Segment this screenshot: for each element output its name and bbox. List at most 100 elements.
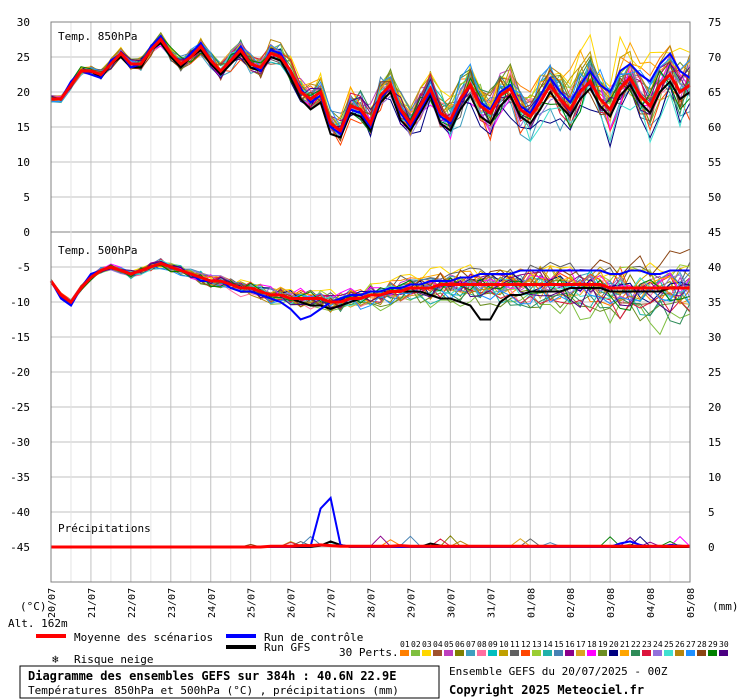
y-tick-left: 25 [17, 51, 30, 64]
y-tick-right: 35 [708, 296, 721, 309]
y-tick-right: 10 [708, 471, 721, 484]
perturbation-number-19: 19 [598, 640, 608, 649]
perturbation-number-03: 03 [422, 640, 432, 649]
perturbation-line-16 [50, 260, 691, 304]
perturbation-number-22: 22 [631, 640, 641, 649]
x-tick-label: 27/07 [327, 588, 338, 618]
perturbation-number-06: 06 [455, 640, 465, 649]
perturbation-swatch-23 [642, 650, 651, 656]
perturbation-number-08: 08 [477, 640, 487, 649]
perturbation-number-05: 05 [444, 640, 454, 649]
grid [50, 21, 691, 582]
perturbation-swatch-14 [543, 650, 552, 656]
gfs-line-0 [51, 41, 691, 139]
x-tick-label: 04/08 [646, 588, 657, 618]
perturbation-swatch-12 [521, 650, 530, 656]
x-tick-label: 05/08 [686, 588, 697, 618]
x-tick-label: 31/07 [486, 588, 497, 618]
perturbation-number-25: 25 [664, 640, 674, 649]
perturbation-swatch-09 [488, 650, 497, 656]
x-tick-label: 26/07 [287, 588, 298, 618]
copyright-label: Copyright 2025 Meteociel.fr [449, 683, 644, 697]
perturbation-number-04: 04 [433, 640, 443, 649]
perturbation-number-01: 01 [400, 640, 410, 649]
run-label: Ensemble GEFS du 20/07/2025 - 00Z [449, 665, 668, 678]
x-tick-label: 29/07 [406, 588, 417, 618]
y-tick-right: 5 [708, 506, 715, 519]
perturbation-legend: 01 02 03 04 05 06 07 08 09 10 11 12 13 14 15 16 17 18 19 20… [400, 640, 729, 656]
perturbation-number-13: 13 [532, 640, 542, 649]
panel-label-500hpa: Temp. 500hPa [58, 244, 137, 257]
perturbation-number-29: 29 [708, 640, 718, 649]
y-tick-left: -45 [10, 541, 30, 554]
y-tick-left: -35 [10, 471, 30, 484]
perturbation-number-18: 18 [587, 640, 597, 649]
y-tick-left: -5 [17, 261, 30, 274]
perturbation-swatch-04 [433, 650, 442, 656]
y-tick-right: 15 [708, 436, 721, 449]
legend-snow-label: Risque neige [74, 653, 153, 666]
perturbation-swatch-18 [587, 650, 596, 656]
perturbation-swatch-01 [400, 650, 409, 656]
perturbation-swatch-16 [565, 650, 574, 656]
perturbation-swatch-27 [686, 650, 695, 656]
y-tick-left: -10 [10, 296, 30, 309]
perturbation-swatch-07 [466, 650, 475, 656]
perturbation-swatch-03 [422, 650, 431, 656]
perturbation-swatch-06 [455, 650, 464, 656]
y-tick-right: 65 [708, 86, 721, 99]
x-tick-label: 01/08 [526, 588, 537, 618]
snowflake-icon: ❄ [52, 653, 59, 666]
x-tick-label: 23/07 [167, 588, 178, 618]
perturbation-swatch-24 [653, 650, 662, 656]
x-tick-label: 02/08 [566, 588, 577, 618]
perturbation-number-26: 26 [675, 640, 685, 649]
control-line-0 [51, 34, 691, 136]
perturbation-swatch-11 [510, 650, 519, 656]
perturbation-swatch-28 [697, 650, 706, 656]
plot-frame [50, 21, 691, 583]
perturbation-number-24: 24 [653, 640, 663, 649]
legend-perts-label: 30 Perts. [339, 646, 399, 659]
perturbation-swatch-02 [411, 650, 420, 656]
perturbation-number-27: 27 [686, 640, 696, 649]
chart-title: Diagramme des ensembles GEFS sur 384h : … [28, 669, 396, 683]
perturbation-number-21: 21 [620, 640, 630, 649]
perturbation-number-20: 20 [609, 640, 619, 649]
y-tick-left: -25 [10, 401, 30, 414]
perturbation-number-16: 16 [565, 640, 575, 649]
y-tick-right: 45 [708, 226, 721, 239]
y-tick-right: 75 [708, 16, 721, 29]
main-series-lines [49, 34, 691, 549]
x-tick-label: 24/07 [207, 588, 218, 618]
y-tick-right: 55 [708, 156, 721, 169]
perturbation-swatch-13 [532, 650, 541, 656]
x-tick-label: 03/08 [606, 588, 617, 618]
y-tick-right: 60 [708, 121, 721, 134]
y-tick-right: 70 [708, 51, 721, 64]
y-tick-left: -15 [10, 331, 30, 344]
perturbation-number-15: 15 [554, 640, 564, 649]
perturbation-swatch-17 [576, 650, 585, 656]
y-tick-right: 25 [708, 366, 721, 379]
perturbation-number-30: 30 [719, 640, 729, 649]
panel-label-precipitation: Précipitations [58, 522, 151, 535]
perturbation-swatch-19 [598, 650, 607, 656]
perturbation-number-17: 17 [576, 640, 586, 649]
y-tick-left: 30 [17, 16, 30, 29]
mean-line-1 [49, 261, 690, 305]
perturbation-swatch-20 [609, 650, 618, 656]
perturbation-number-14: 14 [543, 640, 553, 649]
y-tick-left: 5 [23, 191, 30, 204]
perturbation-number-11: 11 [510, 640, 520, 649]
perturbation-swatch-29 [708, 650, 717, 656]
panel-label-850hpa: Temp. 850hPa [58, 30, 137, 43]
y-tick-right: 50 [708, 191, 721, 204]
perturbation-number-09: 09 [488, 640, 498, 649]
perturbation-swatch-05 [444, 650, 453, 656]
legend-control-label: Run de contrôle [264, 631, 363, 644]
legend-mean-label: Moyenne des scénarios [74, 631, 213, 644]
x-tick-label: 25/07 [247, 588, 258, 618]
y-tick-right: 40 [708, 261, 721, 274]
x-tick-label: 20/07 [47, 588, 58, 618]
